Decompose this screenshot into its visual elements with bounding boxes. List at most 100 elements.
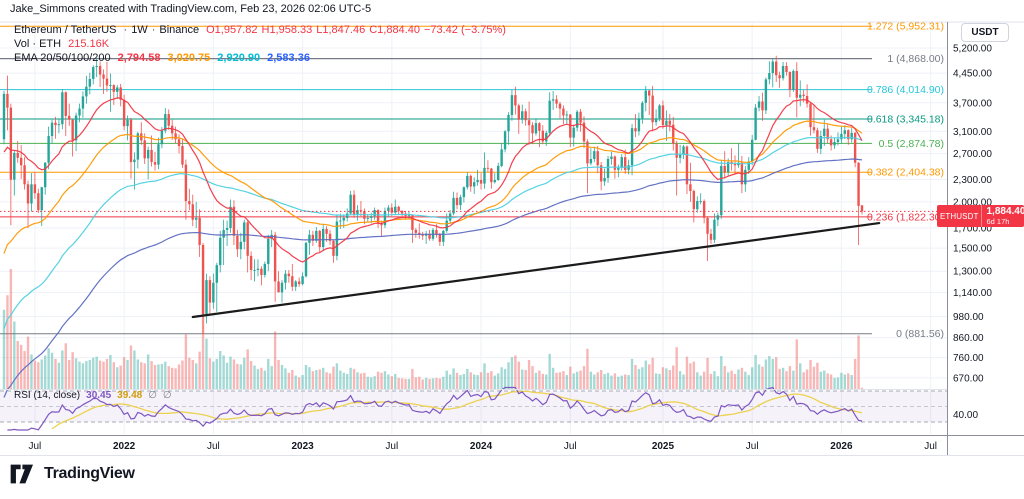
candle[interactable] bbox=[253, 269, 256, 271]
candle[interactable] bbox=[9, 107, 13, 180]
candle[interactable] bbox=[860, 205, 864, 212]
candle[interactable] bbox=[26, 184, 30, 204]
candle[interactable] bbox=[177, 139, 181, 146]
candle[interactable] bbox=[136, 133, 140, 160]
candle[interactable] bbox=[297, 281, 301, 285]
candle[interactable] bbox=[617, 167, 620, 170]
candle[interactable] bbox=[716, 215, 720, 220]
candle[interactable] bbox=[335, 221, 339, 256]
candle[interactable] bbox=[558, 103, 562, 109]
candle[interactable] bbox=[799, 94, 802, 98]
candle[interactable] bbox=[517, 105, 520, 120]
candle[interactable] bbox=[88, 78, 91, 87]
candle[interactable] bbox=[603, 177, 606, 182]
candle[interactable] bbox=[411, 215, 414, 230]
candle[interactable] bbox=[771, 61, 774, 74]
candle[interactable] bbox=[222, 229, 225, 238]
candle[interactable] bbox=[43, 162, 47, 188]
candle[interactable] bbox=[308, 234, 311, 243]
candle[interactable] bbox=[630, 128, 634, 166]
candle[interactable] bbox=[565, 114, 569, 116]
candle[interactable] bbox=[359, 210, 363, 211]
candle[interactable] bbox=[280, 282, 284, 293]
candle[interactable] bbox=[47, 136, 50, 163]
candle[interactable] bbox=[212, 282, 215, 303]
candle[interactable] bbox=[857, 162, 860, 206]
candle[interactable] bbox=[448, 213, 452, 221]
candle[interactable] bbox=[548, 100, 551, 133]
candle[interactable] bbox=[400, 210, 404, 214]
candle[interactable] bbox=[349, 194, 352, 214]
candle[interactable] bbox=[407, 215, 411, 217]
candle[interactable] bbox=[575, 111, 579, 128]
time-tick-month[interactable]: Jul bbox=[924, 441, 937, 452]
candle[interactable] bbox=[747, 161, 750, 170]
candle[interactable] bbox=[311, 234, 315, 241]
candle[interactable] bbox=[146, 149, 150, 159]
candle[interactable] bbox=[215, 265, 218, 283]
time-tick-year[interactable]: 2023 bbox=[291, 441, 314, 452]
candle[interactable] bbox=[387, 207, 390, 211]
candle[interactable] bbox=[483, 167, 486, 184]
candle[interactable] bbox=[582, 122, 586, 142]
candle[interactable] bbox=[593, 151, 596, 159]
candle[interactable] bbox=[13, 152, 16, 180]
current-price-badge[interactable]: ETHUSDT 1,884.40 6d 17h bbox=[937, 205, 1024, 227]
candle[interactable] bbox=[455, 197, 459, 206]
candle[interactable] bbox=[68, 115, 71, 120]
candle[interactable] bbox=[81, 96, 85, 109]
candle[interactable] bbox=[394, 206, 397, 213]
candle[interactable] bbox=[78, 108, 81, 116]
trendline[interactable] bbox=[191, 221, 881, 319]
candle[interactable] bbox=[644, 90, 647, 103]
candle[interactable] bbox=[836, 139, 840, 143]
candle[interactable] bbox=[284, 273, 287, 283]
candle[interactable] bbox=[112, 85, 116, 92]
candle[interactable] bbox=[325, 228, 328, 234]
candle[interactable] bbox=[160, 130, 164, 145]
candle[interactable] bbox=[50, 122, 54, 137]
candle[interactable] bbox=[658, 105, 661, 119]
time-tick-month[interactable]: Jul bbox=[28, 441, 41, 452]
candle[interactable] bbox=[54, 122, 57, 126]
candle[interactable] bbox=[514, 95, 517, 106]
candle[interactable] bbox=[538, 123, 541, 131]
candle[interactable] bbox=[610, 156, 613, 159]
time-tick-year[interactable]: 2022 bbox=[113, 441, 136, 452]
candle[interactable] bbox=[105, 78, 109, 86]
candle[interactable] bbox=[761, 101, 764, 111]
candle[interactable] bbox=[682, 146, 685, 155]
candle[interactable] bbox=[527, 120, 531, 126]
candle[interactable] bbox=[795, 70, 798, 98]
candle[interactable] bbox=[194, 217, 198, 220]
candle[interactable] bbox=[699, 201, 702, 202]
candle[interactable] bbox=[442, 230, 445, 242]
candle[interactable] bbox=[30, 184, 33, 204]
candle[interactable] bbox=[129, 119, 133, 163]
candle[interactable] bbox=[723, 165, 726, 173]
candle[interactable] bbox=[376, 210, 380, 224]
candle[interactable] bbox=[438, 234, 442, 242]
candle[interactable] bbox=[768, 73, 771, 80]
candle[interactable] bbox=[654, 118, 658, 123]
candle[interactable] bbox=[709, 233, 713, 240]
time-tick-month[interactable]: Jul bbox=[385, 441, 398, 452]
candle[interactable] bbox=[589, 158, 593, 164]
candle[interactable] bbox=[373, 210, 376, 217]
candle[interactable] bbox=[490, 168, 493, 183]
candle[interactable] bbox=[572, 127, 575, 138]
candle[interactable] bbox=[64, 92, 67, 116]
candle[interactable] bbox=[321, 228, 325, 248]
candle[interactable] bbox=[342, 217, 345, 221]
candle[interactable] bbox=[551, 99, 555, 101]
candle[interactable] bbox=[843, 130, 847, 134]
candle[interactable] bbox=[781, 65, 785, 79]
candle[interactable] bbox=[665, 120, 668, 126]
candle[interactable] bbox=[74, 115, 78, 141]
candle[interactable] bbox=[675, 143, 678, 158]
candle[interactable] bbox=[620, 157, 623, 168]
candle[interactable] bbox=[562, 108, 565, 116]
candle[interactable] bbox=[706, 217, 709, 234]
candle[interactable] bbox=[428, 233, 431, 239]
